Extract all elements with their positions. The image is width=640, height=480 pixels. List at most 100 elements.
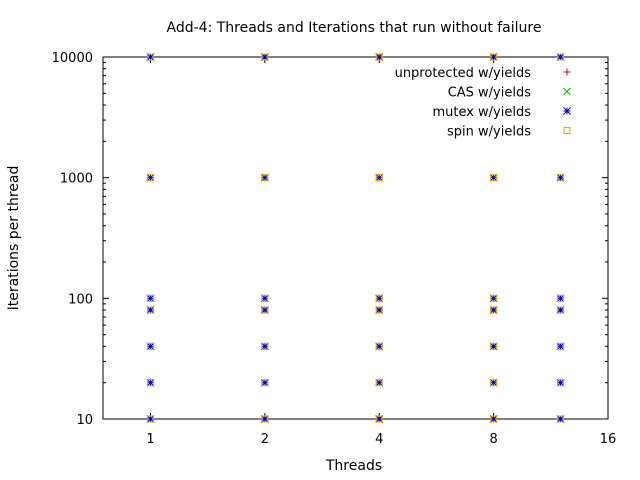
legend-marker bbox=[563, 127, 571, 134]
data-point bbox=[489, 378, 498, 387]
data-point bbox=[556, 342, 565, 351]
data-point bbox=[146, 173, 155, 182]
data-point bbox=[146, 342, 155, 351]
data-point bbox=[261, 379, 269, 387]
data-point bbox=[146, 342, 154, 350]
y-tick-label: 10000 bbox=[52, 51, 93, 66]
data-point bbox=[261, 342, 269, 350]
data-point bbox=[375, 294, 383, 302]
data-point bbox=[489, 294, 498, 303]
data-point bbox=[490, 306, 498, 314]
series-2 bbox=[146, 53, 565, 423]
data-point bbox=[375, 378, 384, 387]
data-point bbox=[146, 306, 155, 314]
data-point bbox=[490, 415, 498, 423]
data-point bbox=[375, 173, 384, 182]
data-point bbox=[375, 53, 384, 61]
data-point bbox=[375, 415, 384, 423]
legend-item: spin w/yields bbox=[447, 125, 571, 140]
x-axis-label: Threads bbox=[325, 458, 382, 474]
data-point bbox=[557, 53, 565, 61]
legend-label: mutex w/yields bbox=[432, 105, 531, 120]
data-point bbox=[261, 294, 269, 302]
plot-frame bbox=[102, 56, 609, 420]
data-point bbox=[375, 415, 383, 423]
data-point bbox=[146, 174, 154, 182]
data-point bbox=[261, 306, 269, 314]
data-point bbox=[146, 294, 154, 302]
axes: 1 2 4 8 16 10 100 1000 10000 bbox=[52, 51, 617, 447]
y-tick-label: 10 bbox=[76, 413, 93, 428]
legend: unprotected w/yields CAS w/yields mutex w/… bbox=[395, 66, 571, 140]
data-point bbox=[557, 415, 565, 423]
legend-marker bbox=[563, 87, 571, 96]
legend-item: mutex w/yields bbox=[432, 105, 571, 120]
x-tick-label: 2 bbox=[261, 432, 269, 447]
y-axis-label: Iterations per thread bbox=[6, 166, 22, 311]
data-marks bbox=[146, 53, 565, 423]
data-point bbox=[261, 53, 269, 61]
legend-label: spin w/yields bbox=[447, 125, 531, 140]
series-3 bbox=[146, 53, 565, 423]
data-point bbox=[146, 306, 154, 314]
data-point bbox=[556, 53, 565, 61]
data-point bbox=[261, 174, 269, 182]
data-point bbox=[375, 379, 383, 387]
data-point bbox=[490, 53, 498, 61]
y-tick-label: 1000 bbox=[60, 172, 93, 187]
data-point bbox=[490, 174, 498, 182]
data-point bbox=[261, 306, 269, 314]
data-point bbox=[375, 306, 383, 314]
data-point bbox=[375, 342, 384, 351]
data-point bbox=[557, 342, 565, 350]
x-tick-label: 4 bbox=[375, 432, 383, 447]
data-point bbox=[489, 306, 498, 314]
x-tick-label: 1 bbox=[146, 432, 154, 447]
data-point bbox=[261, 173, 269, 182]
data-point bbox=[489, 53, 498, 61]
data-point bbox=[557, 174, 565, 182]
data-point bbox=[375, 294, 384, 303]
data-point bbox=[375, 53, 383, 61]
data-point bbox=[557, 294, 565, 302]
data-point bbox=[556, 173, 565, 182]
data-point bbox=[375, 306, 384, 314]
data-point bbox=[556, 415, 565, 423]
data-point bbox=[146, 53, 155, 61]
data-point bbox=[261, 415, 269, 423]
data-point bbox=[146, 378, 155, 387]
data-point bbox=[146, 294, 155, 303]
data-point bbox=[490, 379, 498, 387]
data-point bbox=[556, 378, 565, 387]
x-tick-label: 16 bbox=[600, 432, 617, 447]
data-point bbox=[146, 415, 155, 423]
legend-marker bbox=[563, 107, 571, 115]
data-point bbox=[557, 306, 565, 314]
chart-title: Add-4: Threads and Iterations that run w… bbox=[167, 20, 542, 36]
data-point bbox=[261, 415, 269, 423]
data-point bbox=[489, 342, 498, 351]
data-point bbox=[490, 342, 498, 350]
data-point bbox=[375, 342, 383, 350]
data-point bbox=[146, 415, 154, 423]
data-point bbox=[489, 415, 498, 423]
data-point bbox=[489, 173, 498, 182]
data-point bbox=[261, 53, 269, 61]
legend-label: unprotected w/yields bbox=[395, 66, 532, 81]
data-point bbox=[556, 294, 565, 303]
data-point bbox=[557, 379, 565, 387]
data-point bbox=[261, 378, 269, 387]
data-point bbox=[261, 294, 269, 303]
legend-marker bbox=[563, 68, 571, 76]
y-tick-label: 100 bbox=[68, 292, 93, 307]
data-point bbox=[490, 294, 498, 302]
data-point bbox=[261, 342, 269, 351]
data-point bbox=[556, 306, 565, 314]
x-tick-label: 8 bbox=[489, 432, 497, 447]
legend-item: unprotected w/yields bbox=[395, 66, 571, 81]
data-point bbox=[375, 174, 383, 182]
data-point bbox=[146, 379, 154, 387]
legend-item: CAS w/yields bbox=[448, 86, 571, 101]
legend-label: CAS w/yields bbox=[448, 86, 532, 101]
